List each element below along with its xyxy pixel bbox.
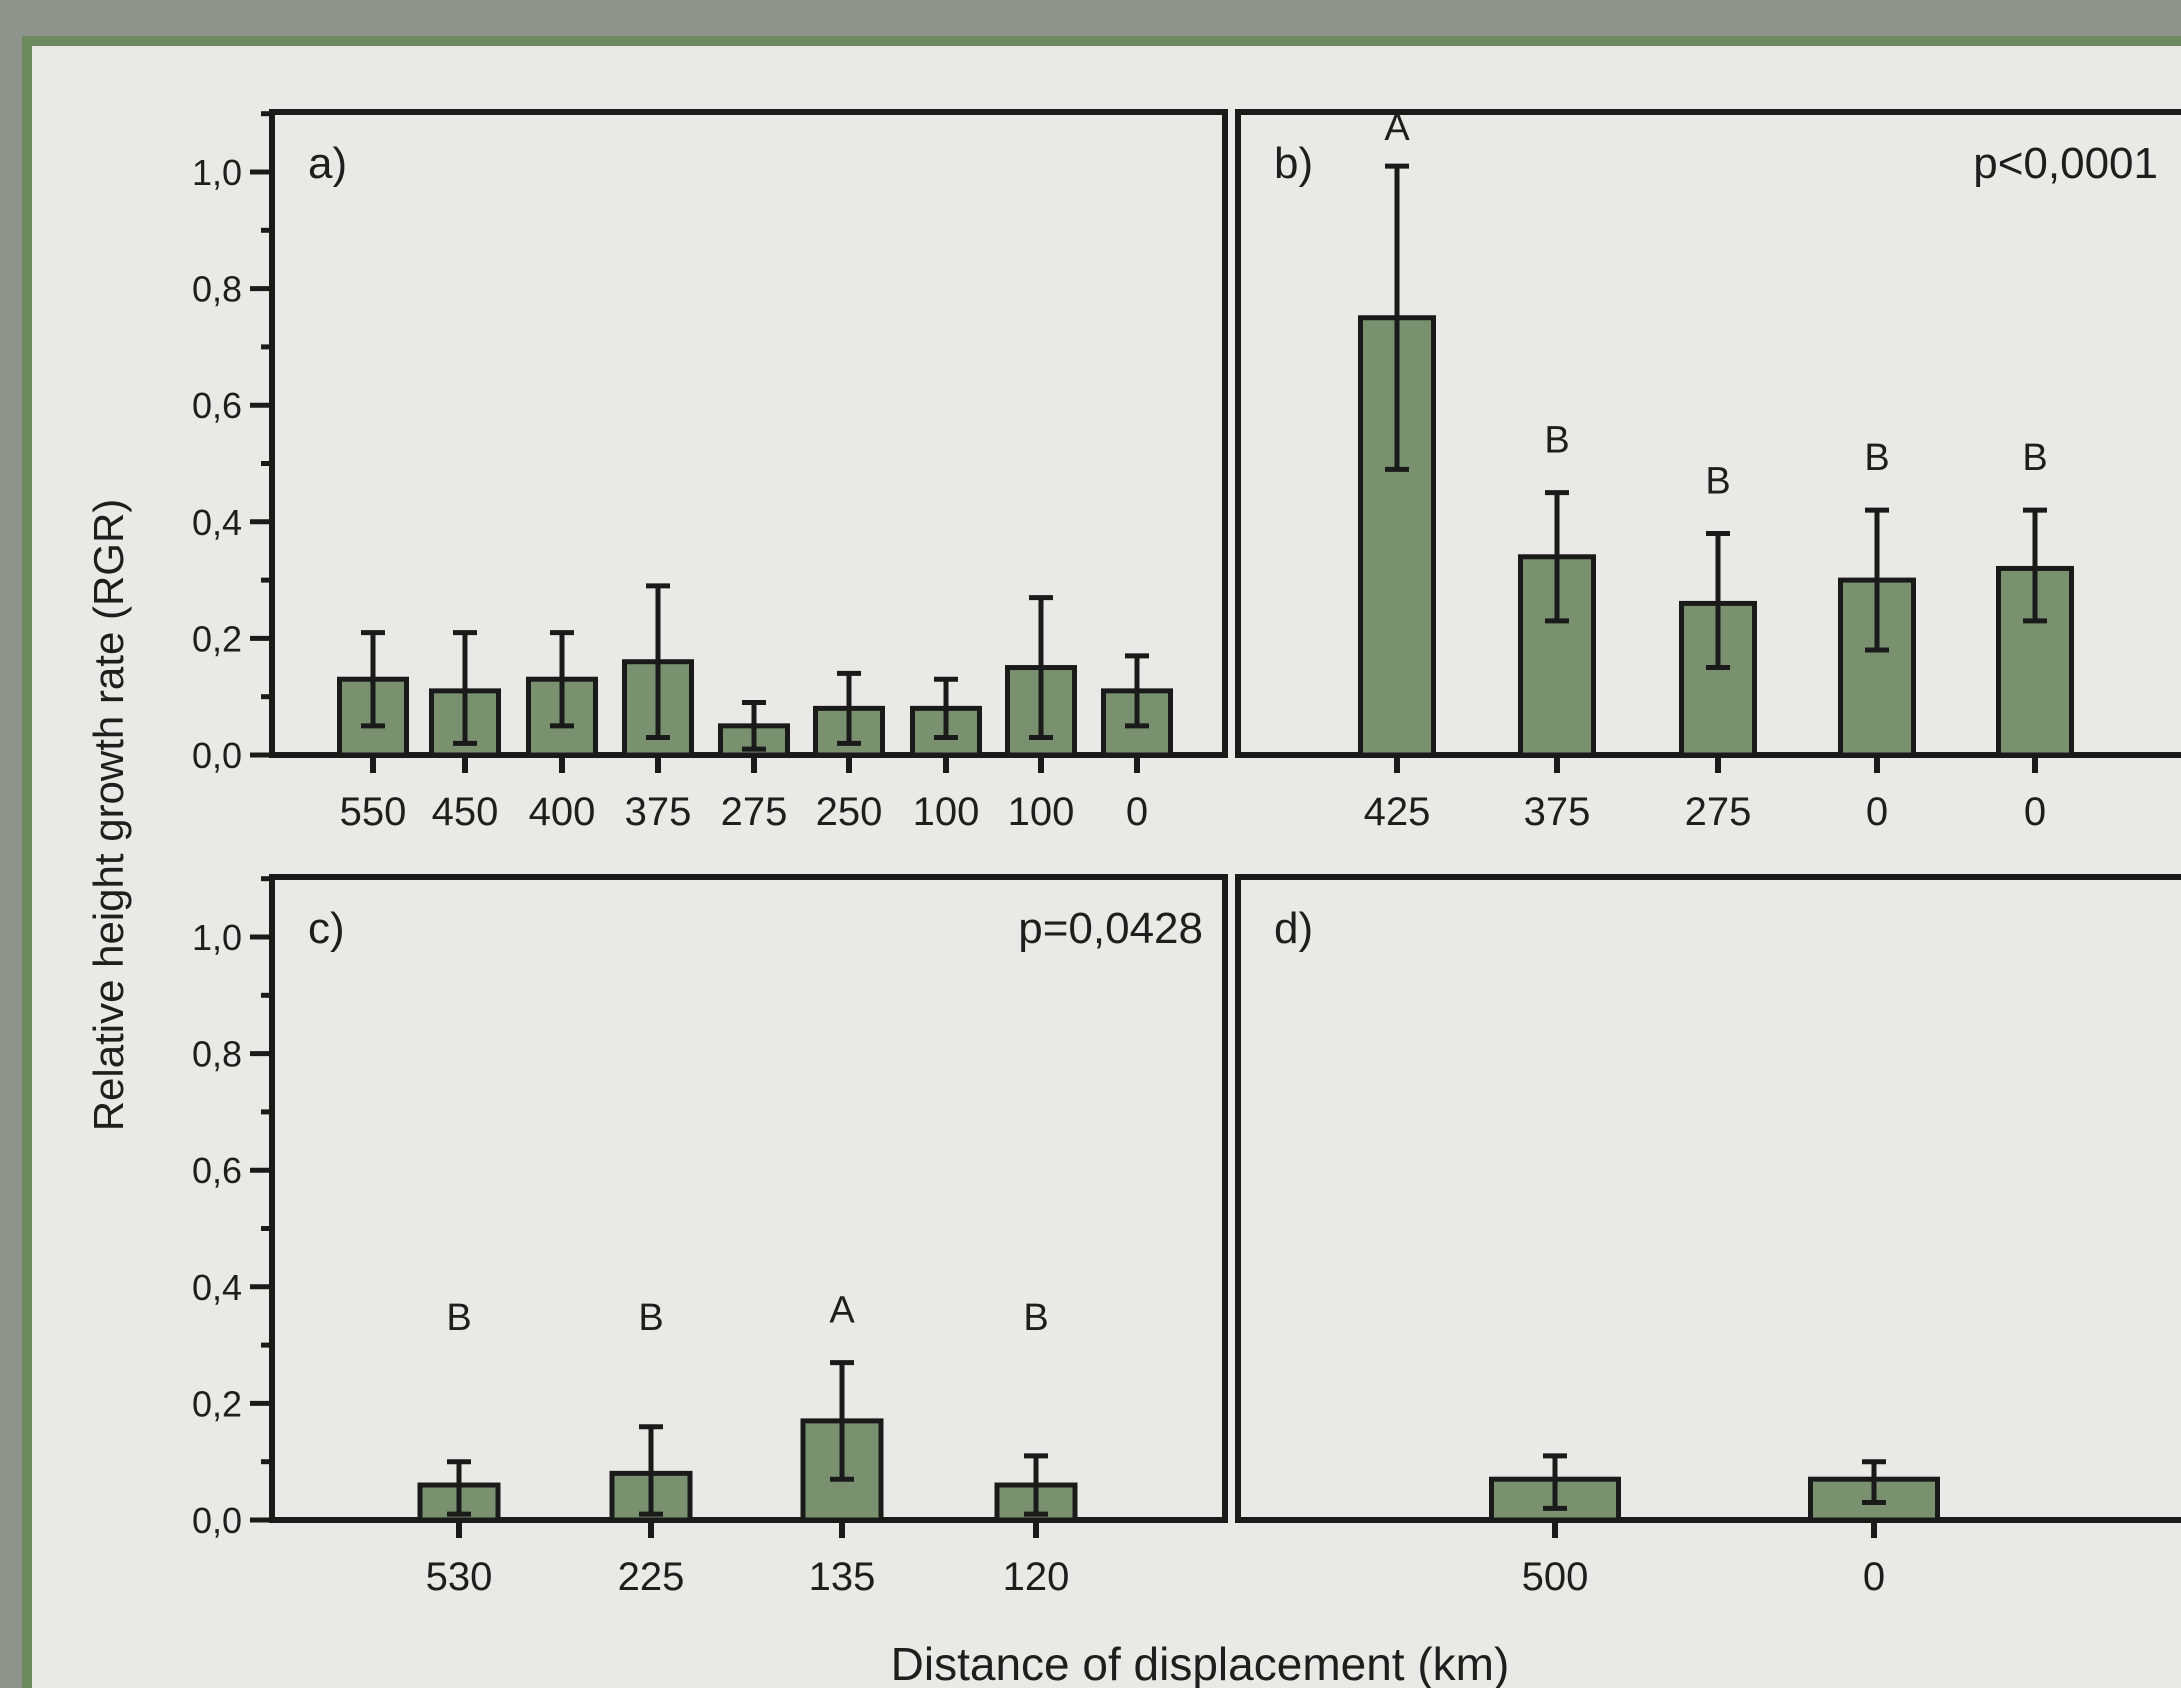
x-tick-label: 375 xyxy=(1524,790,1591,834)
panel-b: b) p<0,0001 425 A 375 B 275 B 0 B 0 B xyxy=(1235,107,2181,834)
significance-letter: B xyxy=(638,1297,663,1339)
x-tick-label: 0 xyxy=(1126,790,1148,834)
x-tick-label: 0 xyxy=(2024,790,2046,834)
y-tick-label: 0,4 xyxy=(192,1267,242,1308)
panel-d: d) 500 0 xyxy=(1235,874,2181,1599)
y-tick-label: 1,0 xyxy=(192,152,242,193)
y-tick-label: 0,0 xyxy=(192,1500,242,1541)
significance-letter: B xyxy=(1705,460,1730,502)
panel-c: 0,0 0,2 0,4 0,6 0,8 1,0 c) p=0,0428 530 B 225 B 135 A… xyxy=(192,874,1228,1599)
chart-panels: 0,0 0,2 0,4 0,6 0,8 1,0 a) 550 450 400 375 275 250 10… xyxy=(192,107,2181,1599)
y-tick-label: 0,2 xyxy=(192,618,242,659)
x-tick-label: 550 xyxy=(340,790,407,834)
x-tick-label: 0 xyxy=(1863,1555,1885,1599)
p-value-label: p=0,0428 xyxy=(1018,904,1203,953)
y-tick-label: 0,2 xyxy=(192,1383,242,1424)
x-tick-label: 425 xyxy=(1364,790,1431,834)
x-tick-label: 250 xyxy=(816,790,883,834)
x-axis-label: Distance of displacement (km) xyxy=(891,1638,1510,1688)
significance-letter: B xyxy=(446,1297,471,1339)
x-tick-label: 100 xyxy=(1008,790,1075,834)
x-tick-label: 100 xyxy=(913,790,980,834)
panel-a: 0,0 0,2 0,4 0,6 0,8 1,0 a) 550 450 400 375 275 250 10… xyxy=(192,109,1228,834)
x-tick-label: 400 xyxy=(529,790,596,834)
x-tick-label: 120 xyxy=(1003,1555,1070,1599)
significance-letter: B xyxy=(1023,1297,1048,1339)
bar xyxy=(1358,315,1436,758)
panel-label: d) xyxy=(1274,904,1313,953)
y-tick-label: 0,8 xyxy=(192,1034,242,1075)
x-tick-label: 530 xyxy=(426,1555,493,1599)
x-tick-label: 275 xyxy=(1685,790,1752,834)
x-tick-label: 225 xyxy=(618,1555,685,1599)
significance-letter: B xyxy=(1864,437,1889,479)
x-tick-label: 500 xyxy=(1522,1555,1589,1599)
significance-letter: A xyxy=(829,1290,855,1332)
x-tick-label: 450 xyxy=(432,790,499,834)
x-tick-label: 275 xyxy=(721,790,788,834)
significance-letter: B xyxy=(2022,437,2047,479)
panel-frame xyxy=(269,109,1228,758)
x-tick-label: 135 xyxy=(809,1555,876,1599)
panel-frame xyxy=(269,874,1228,1523)
significance-letter: A xyxy=(1384,107,1410,149)
p-value-label: p<0,0001 xyxy=(1973,139,2158,188)
panel-label: a) xyxy=(308,139,347,188)
y-tick-label: 0,8 xyxy=(192,269,242,310)
panel-frame xyxy=(1235,874,2181,1523)
y-tick-label: 0,6 xyxy=(192,385,242,426)
significance-letter: B xyxy=(1544,420,1569,462)
y-tick-label: 0,6 xyxy=(192,1150,242,1191)
y-tick-label: 1,0 xyxy=(192,917,242,958)
bar xyxy=(1996,565,2074,758)
x-tick-label: 0 xyxy=(1866,790,1888,834)
panel-label: b) xyxy=(1274,139,1313,188)
y-tick-label: 0,4 xyxy=(192,502,242,543)
x-tick-label: 375 xyxy=(625,790,692,834)
y-axis-label: Relative height growth rate (RGR) xyxy=(85,499,132,1132)
y-tick-label: 0,0 xyxy=(192,735,242,776)
figure-frame xyxy=(22,36,2181,1688)
panel-label: c) xyxy=(308,904,345,953)
